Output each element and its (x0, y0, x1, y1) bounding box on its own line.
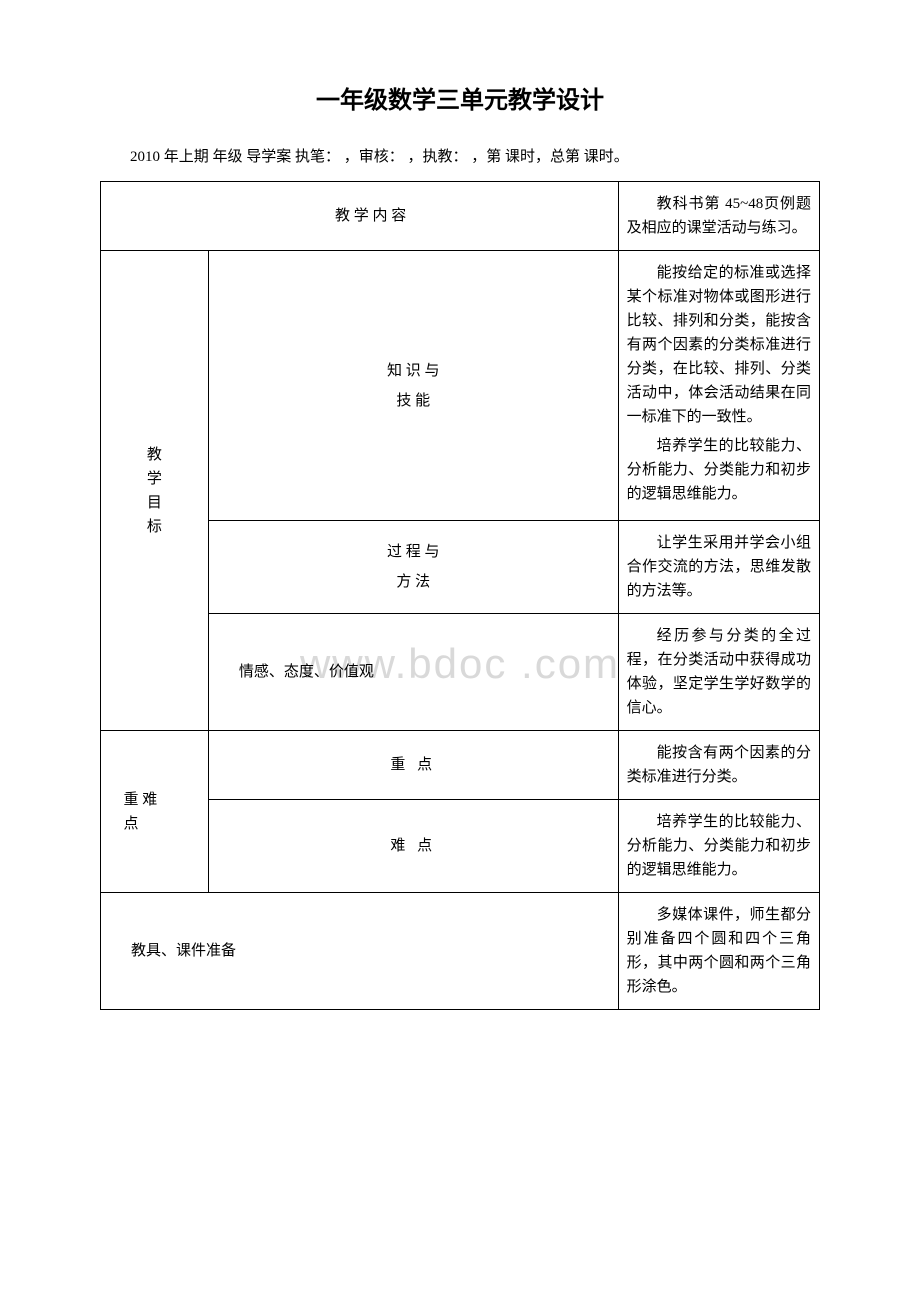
header-info-line: 2010 年上期 年级 导学案 执笔： ，审核： ，执教： ，第 课时，总第 课… (100, 145, 820, 166)
teaching-content-label: 教 学 内 容 (101, 182, 619, 251)
page-title: 一年级数学三单元教学设计 (100, 80, 820, 115)
vertical-label-text: 教学目标 (109, 443, 200, 539)
knowledge-skill-label: 知 识 与技 能 (208, 251, 618, 521)
table-row: 情感、态度、价值观 经历参与分类的全过程，在分类活动中获得成功体验，坚定学生学好… (101, 614, 820, 731)
knowledge-skill-p2: 培养学生的比较能力、分析能力、分类能力和初步的逻辑思维能力。 (627, 434, 811, 506)
table-row: 过 程 与方 法 让学生采用并学会小组合作交流的方法，思维发散的方法等。 (101, 521, 820, 614)
tools-label: 教具、课件准备 (101, 893, 619, 1010)
difficulty-value: 培养学生的比较能力、分析能力、分类能力和初步的逻辑思维能力。 (618, 800, 819, 893)
key-point-label: 重 点 (208, 731, 618, 800)
tools-value: 多媒体课件，师生都分别准备四个圆和四个三角形，其中两个圆和两个三角形涂色。 (618, 893, 819, 1010)
table-row: 重 难点 重 点 能按含有两个因素的分类标准进行分类。 (101, 731, 820, 800)
lesson-plan-table: 教 学 内 容 教科书第 45~48页例题及相应的课堂活动与练习。 教学目标 知… (100, 181, 820, 1010)
table-row: 教学目标 知 识 与技 能 能按给定的标准或选择某个标准对物体或图形进行比较、排… (101, 251, 820, 521)
key-point-value: 能按含有两个因素的分类标准进行分类。 (618, 731, 819, 800)
difficult-label: 难 点 (208, 800, 618, 893)
key-point-label-text: 重 点 (390, 757, 436, 773)
knowledge-skill-p1: 能按给定的标准或选择某个标准对物体或图形进行比较、排列和分类，能按含有两个因素的… (627, 261, 811, 429)
process-method-value: 让学生采用并学会小组合作交流的方法，思维发散的方法等。 (618, 521, 819, 614)
teaching-content-label-text: 教 学 内 容 (312, 208, 406, 224)
table-row: 教 学 内 容 教科书第 45~48页例题及相应的课堂活动与练习。 (101, 182, 820, 251)
process-method-label: 过 程 与方 法 (208, 521, 618, 614)
emotion-value: 经历参与分类的全过程，在分类活动中获得成功体验，坚定学生学好数学的信心。 (618, 614, 819, 731)
teaching-objectives-label: 教学目标 (101, 251, 209, 731)
emotion-label: 情感、态度、价值观 (208, 614, 618, 731)
table-row: 难 点 培养学生的比较能力、分析能力、分类能力和初步的逻辑思维能力。 (101, 800, 820, 893)
difficult-label-text: 难 点 (390, 838, 436, 854)
teaching-content-value: 教科书第 45~48页例题及相应的课堂活动与练习。 (618, 182, 819, 251)
key-difficult-label: 重 难点 (101, 731, 209, 893)
knowledge-skill-value: 能按给定的标准或选择某个标准对物体或图形进行比较、排列和分类，能按含有两个因素的… (618, 251, 819, 521)
table-row: 教具、课件准备 多媒体课件，师生都分别准备四个圆和四个三角形，其中两个圆和两个三… (101, 893, 820, 1010)
